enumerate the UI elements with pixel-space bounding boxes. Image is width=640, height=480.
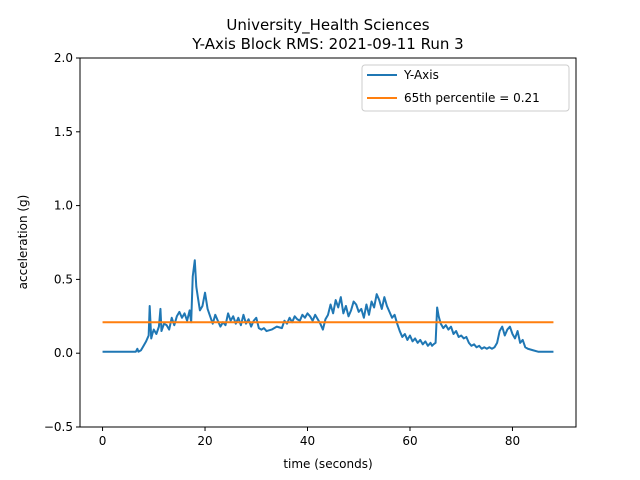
x-tick-label: 40 (300, 434, 315, 448)
y-tick-label: 1.5 (54, 125, 73, 139)
x-tick-label: 0 (99, 434, 107, 448)
x-tick-label: 20 (197, 434, 212, 448)
legend-label-y-axis: Y-Axis (403, 68, 439, 82)
y-axis-ticks: −0.5 0.0 0.5 1.0 1.5 2.0 (44, 51, 80, 434)
legend-label-percentile: 65th percentile = 0.21 (404, 91, 540, 105)
axes-frame (79, 57, 577, 428)
y-tick-label: 1.0 (54, 199, 73, 213)
y-axis-label: acceleration (g) (16, 195, 30, 290)
x-axis-label: time (seconds) (283, 457, 372, 471)
legend-box (361, 64, 570, 112)
y-tick-label: −0.5 (44, 420, 73, 434)
x-axis-ticks: 0 20 40 60 80 (99, 427, 520, 448)
series-line-y-axis (102, 259, 554, 353)
y-tick-label: 0.0 (54, 346, 73, 360)
y-tick-label: 2.0 (54, 51, 73, 65)
chart-title-line-1: University_Health Sciences (226, 16, 429, 35)
y-tick-label: 0.5 (54, 272, 73, 286)
legend: Y-Axis 65th percentile = 0.21 (361, 64, 570, 112)
x-tick-label: 60 (402, 434, 417, 448)
x-tick-label: 80 (505, 434, 520, 448)
chart-title-line-2: Y-Axis Block RMS: 2021-09-11 Run 3 (191, 35, 463, 53)
plot-lines (102, 259, 554, 353)
